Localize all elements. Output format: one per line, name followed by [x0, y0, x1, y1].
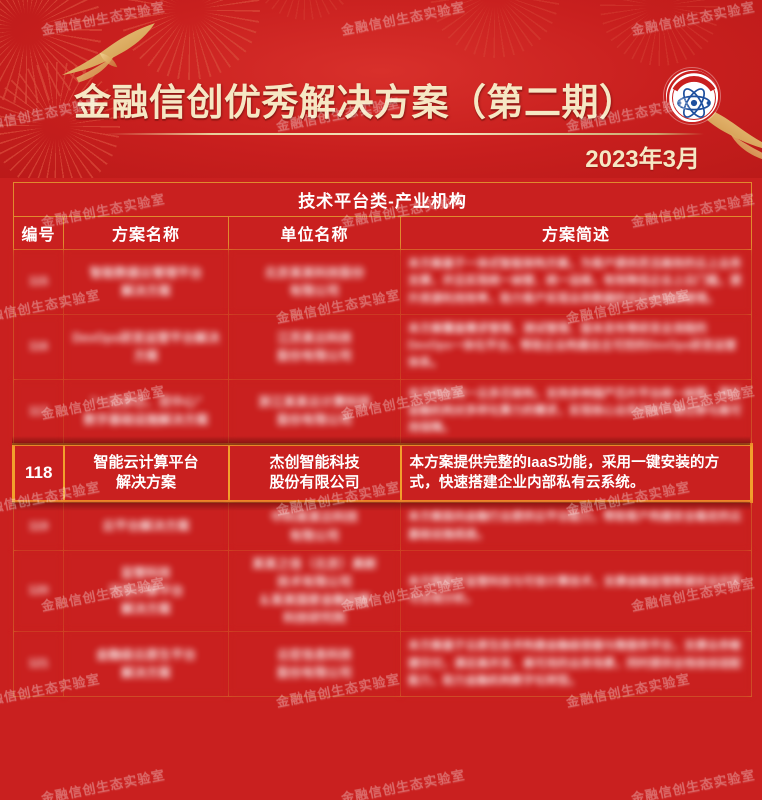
table-category-row: 技术平台类-产业机构: [12, 182, 753, 217]
solution-table: 技术平台类-产业机构 编号 方案名称 单位名称 方案简述 115 智能数据云管理平…: [12, 182, 754, 697]
watermark-text: 金融信创生态实验室: [629, 767, 757, 800]
cell-solution-name: 云平台解决方案: [63, 501, 229, 551]
page-title: 金融信创优秀解决方案（第二期）: [74, 82, 637, 123]
solution-table-container: 技术平台类-产业机构 编号 方案名称 单位名称 方案简述 115 智能数据云管理平…: [12, 182, 754, 697]
firework-burst-icon: [600, 0, 720, 66]
cell-id: 115: [13, 249, 64, 315]
cell-id: 116: [13, 313, 64, 380]
cell-description: 本方案基于监管科技与可信计算技术，支撑金融监管数据安全共享与合规分析。: [399, 549, 753, 633]
header-banner: 金融信创优秀解决方案（第二期） 2023年3月: [0, 0, 762, 178]
cell-description: 本方案基于一体式智能架构方案，为客户提供灵活高效的云上业务支撑，并且实现统一纳管…: [399, 249, 753, 315]
cell-description: 本方案面向金融行业提供云平台能力，帮助客户构建安全稳定的云基础设施底座。: [399, 501, 753, 551]
cell-organization: 浙江某某云计算科技 股份有限公司: [228, 378, 401, 446]
jinrong-xinchuang-lab-logo-icon: [664, 68, 720, 124]
table-row[interactable]: 121 金融级云原生平台 解决方案 云宏信息科技 股份有限公司 本方案基于云原生技术构建金…: [13, 631, 753, 697]
cell-solution-name: "一云多芯、双中心" 数字基础设施解决方案: [63, 378, 229, 446]
title-divider: [104, 133, 704, 135]
cell-organization: 某某之信（北京）高新 技术有限公司 ＆某某国家金融监管 科技研究院: [228, 549, 401, 633]
table-header-row: 编号 方案名称 单位名称 方案简述: [13, 216, 753, 250]
table-row[interactable]: 120 监管科技 可信计算平台 解决方案 某某之信（北京）高新 技术有限公司 ＆某某国家金融…: [13, 549, 753, 633]
publication-date: 2023年3月: [585, 146, 700, 173]
cell-solution-name: 金融级云原生平台 解决方案: [63, 631, 229, 697]
cell-description: 本方案提供完整的IaaS功能，采用一键安装的方式，快速搭建企业内部私有云系统。: [399, 443, 754, 504]
cell-description: 本方案采用一云多芯架构，支持多种国产芯片平台统一纳管，满足金融机构对多样化算力的…: [399, 378, 753, 446]
cell-id: 119: [13, 501, 64, 551]
cell-id: 118: [12, 443, 65, 504]
cell-id: 117: [13, 378, 64, 446]
column-header-name: 方案名称: [63, 216, 229, 250]
cell-solution-name: 监管科技 可信计算平台 解决方案: [63, 549, 229, 633]
watermark-text: 金融信创生态实验室: [339, 767, 467, 800]
cell-description: 本方案基于云原生技术构建金融级容器与微服务平台，支撑业务敏捷交付，满足高并发、高…: [399, 631, 753, 697]
table-body: 115 智能数据云管理平台 解决方案 北京某某科技股份 有限公司 本方案基于一体式智能架构…: [12, 249, 754, 697]
cell-organization: 杰创智能科技 股份有限公司: [228, 443, 402, 504]
firework-burst-icon: [430, 0, 560, 58]
firework-burst-icon: [250, 0, 360, 20]
cell-organization: 云宏信息科技 股份有限公司: [228, 631, 401, 697]
cell-solution-name: DevOps研发运营平台解决方案: [63, 313, 229, 380]
table-row[interactable]: 119 云平台解决方案 中科某某云科技 有限公司 本方案面向金融行业提供云平台能力，帮助…: [13, 501, 753, 551]
cell-organization: 江苏某云科技 股份有限公司: [228, 313, 401, 380]
cell-id: 120: [13, 549, 64, 633]
watermark-text: 金融信创生态实验室: [39, 767, 167, 800]
cell-organization: 北京某某科技股份 有限公司: [228, 249, 401, 315]
cell-organization: 中科某某云科技 有限公司: [228, 501, 401, 551]
cell-solution-name: 智能云计算平台 解决方案: [63, 443, 230, 504]
cell-description: 本方案覆盖需求管理、测试管理、版本发布等研发全流程的DevOps一体化平台，帮助…: [399, 313, 753, 380]
table-row[interactable]: 116 DevOps研发运营平台解决方案 江苏某云科技 股份有限公司 本方案覆盖需求管理…: [13, 313, 753, 380]
table-category-header: 技术平台类-产业机构: [12, 182, 753, 217]
table-row[interactable]: 117 "一云多芯、双中心" 数字基础设施解决方案 浙江某某云计算科技 股份有限公司 本方…: [13, 378, 753, 446]
column-header-id: 编号: [13, 216, 64, 250]
table-row-highlighted[interactable]: 118 智能云计算平台 解决方案 杰创智能科技 股份有限公司 本方案提供完整的IaaS功能…: [12, 443, 754, 504]
column-header-org: 单位名称: [228, 216, 401, 250]
firework-burst-icon: [120, 0, 260, 80]
cell-solution-name: 智能数据云管理平台 解决方案: [63, 249, 229, 315]
cell-id: 121: [13, 631, 64, 697]
column-header-desc: 方案简述: [399, 216, 753, 250]
table-row[interactable]: 115 智能数据云管理平台 解决方案 北京某某科技股份 有限公司 本方案基于一体式智能架构…: [13, 249, 753, 315]
